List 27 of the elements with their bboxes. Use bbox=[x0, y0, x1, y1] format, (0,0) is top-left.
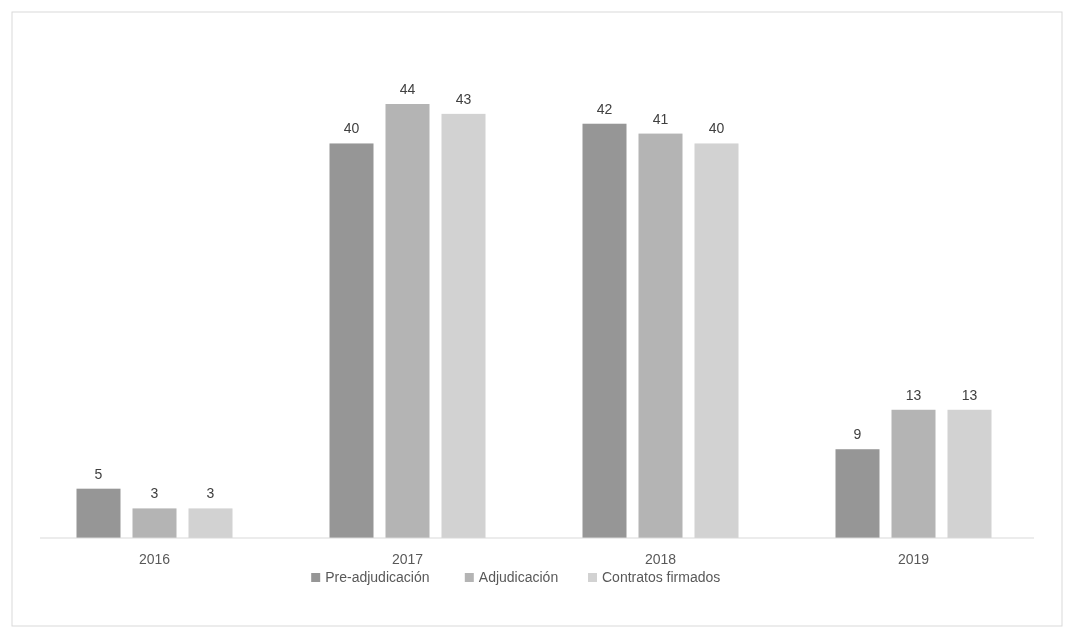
data-label: 9 bbox=[853, 426, 862, 443]
data-label: 44 bbox=[399, 81, 416, 97]
data-label: 42 bbox=[596, 100, 613, 117]
bar bbox=[385, 104, 430, 538]
legend-label: Adjudicación bbox=[478, 569, 559, 585]
data-label: 13 bbox=[961, 386, 978, 403]
x-tick-label: 2019 bbox=[897, 551, 930, 567]
data-label: 40 bbox=[343, 120, 360, 137]
data-label: 3 bbox=[150, 485, 159, 502]
data-label: 43 bbox=[455, 90, 472, 107]
bar bbox=[132, 508, 177, 538]
data-label: 3 bbox=[206, 485, 215, 502]
data-label: 40 bbox=[708, 120, 725, 137]
bar bbox=[835, 449, 880, 538]
bar bbox=[891, 409, 936, 538]
x-tick-label: 2016 bbox=[138, 551, 171, 567]
bar bbox=[638, 133, 683, 538]
legend-label: Pre-adjudicación bbox=[325, 569, 430, 585]
bar bbox=[76, 488, 121, 538]
x-tick-label: 2017 bbox=[391, 551, 424, 567]
data-label: 13 bbox=[905, 386, 922, 403]
data-label: 5 bbox=[94, 465, 103, 482]
legend-label: Contratos firmados bbox=[602, 569, 721, 585]
bar bbox=[329, 143, 374, 538]
data-label: 41 bbox=[652, 110, 669, 127]
bar bbox=[582, 123, 627, 538]
x-tick-label: 2018 bbox=[644, 551, 677, 567]
